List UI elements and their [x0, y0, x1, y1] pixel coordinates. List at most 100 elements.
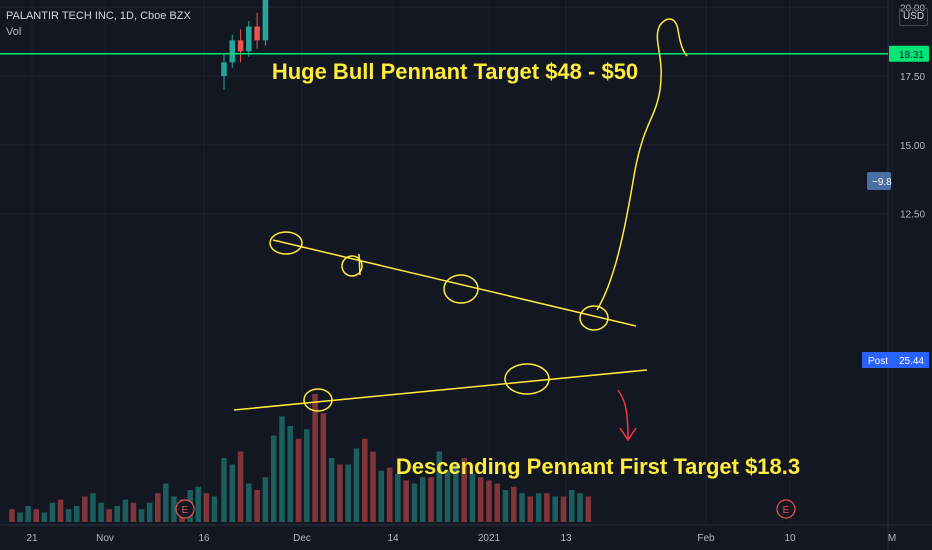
volume-bar [477, 477, 484, 522]
x-tick-label: 21 [26, 533, 38, 544]
volume-bar [519, 493, 525, 522]
volume-bar [90, 493, 96, 522]
volume-bar [155, 493, 161, 522]
lower-target-badge: 18.31 [899, 50, 924, 61]
candle-body [246, 26, 252, 52]
bull-projection-curve [596, 18, 688, 311]
volume-bar [428, 477, 434, 522]
volume-bar [560, 496, 567, 522]
earnings-label: E [182, 505, 189, 516]
volume-bar [211, 496, 218, 522]
currency-button[interactable]: USD [899, 8, 928, 26]
bull-target-text: Huge Bull Pennant Target $48 - $50 [272, 59, 638, 84]
volume-bar [106, 509, 112, 522]
earnings-icon [776, 499, 796, 519]
volume-bar [203, 493, 210, 522]
volume-bar [122, 499, 129, 522]
volume-bar [17, 512, 23, 522]
earnings-label: E [783, 505, 790, 516]
candle-body [229, 40, 236, 63]
volume-bar [295, 438, 302, 522]
earnings-icon [175, 499, 195, 519]
volume-bar [270, 435, 277, 522]
volume-bar [114, 506, 120, 522]
volume-bar [436, 451, 443, 522]
symbol-title: PALANTIR TECH INC, 1D, Cboe BZX [6, 10, 191, 22]
volume-bar [552, 496, 558, 522]
volume-bar [511, 486, 517, 522]
y-tick-label: 15.00 [900, 141, 925, 152]
volume-bar [304, 429, 310, 522]
volume-bar [585, 496, 592, 522]
volume-bar [82, 496, 88, 522]
x-tick-label: Feb [697, 533, 715, 544]
volume-bar [9, 509, 15, 522]
volume-bar [195, 486, 201, 522]
volume-bar [527, 496, 534, 522]
x-tick-label: 10 [784, 533, 796, 544]
post-badge-bg [862, 352, 929, 368]
volume-bar [486, 480, 492, 522]
volume-bar [25, 506, 31, 522]
lower-pennant-line [233, 369, 648, 411]
candle-body [237, 40, 244, 52]
volume-bar [74, 506, 80, 522]
volume-bar [395, 474, 401, 522]
volume-bar [312, 394, 318, 522]
volume-bar [370, 451, 376, 522]
volume-bar [328, 458, 335, 522]
volume-bar [221, 458, 227, 522]
x-tick-label: Nov [96, 533, 114, 544]
volume-bar [287, 426, 293, 522]
volume-bar [146, 502, 153, 522]
pivot-circle [579, 305, 609, 331]
volume-bar [98, 502, 104, 522]
volume-bar [65, 509, 72, 522]
volume-bar [378, 470, 385, 522]
volume-bar [353, 448, 360, 522]
volume-bar [57, 499, 64, 522]
y-tick-label: 12.50 [900, 210, 925, 221]
x-tick-label: 14 [387, 533, 399, 544]
volume-bar [411, 483, 418, 522]
y-tick-label: 17.50 [900, 72, 925, 83]
pivot-circle [341, 255, 363, 277]
pivot-circle [504, 363, 550, 395]
pivot-circle [269, 231, 303, 255]
volume-bar [320, 413, 327, 522]
bear-arrow [617, 389, 637, 442]
volume-bar [337, 464, 343, 522]
lower-target-badge-bg [889, 45, 929, 62]
pivot-tick [358, 253, 361, 276]
volume-bar [41, 512, 48, 522]
post-price: 25.44 [899, 356, 924, 367]
volume-bar [33, 509, 39, 522]
volume-bar [345, 464, 351, 522]
volume-bar [279, 416, 285, 522]
volume-bar [49, 502, 56, 522]
upper-pennant-line [272, 239, 637, 327]
volume-bar [577, 493, 583, 522]
volume-bar [535, 493, 542, 522]
candle-body [262, 0, 269, 41]
x-tick-label: Dec [293, 533, 311, 544]
change-label: −9.8 [872, 177, 892, 188]
volume-bar [246, 483, 252, 522]
x-tick-label: 13 [560, 533, 572, 544]
volume-bar [130, 502, 137, 522]
volume-bar [254, 490, 260, 522]
pivot-circle [303, 388, 333, 412]
x-tick-label: 2021 [478, 533, 501, 544]
volume-bar [502, 490, 509, 522]
pivot-circle [443, 274, 479, 304]
candle-body [254, 26, 260, 41]
volume-bar [444, 470, 451, 522]
volume-bar [386, 467, 393, 522]
volume-bar [461, 458, 467, 522]
volume-bar [544, 493, 550, 522]
change-badge-bg [867, 172, 891, 190]
volume-bar [469, 474, 476, 522]
volume-bar [362, 438, 368, 522]
volume-bar [163, 483, 169, 522]
